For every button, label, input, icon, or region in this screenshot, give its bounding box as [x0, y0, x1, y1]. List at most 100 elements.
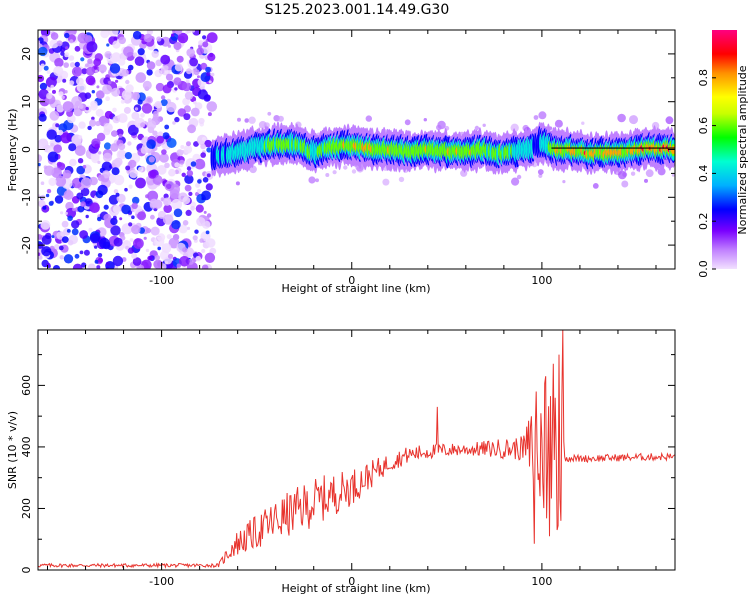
noise-blob: [38, 194, 41, 198]
snr-panel: -100 0 100 0 200 400 600 Height of straight li…: [6, 329, 676, 595]
y-tick-label: -20: [20, 236, 33, 254]
noise-blob: [186, 166, 192, 171]
noise-blob: [202, 177, 209, 183]
noise-blob: [118, 150, 126, 158]
noise-blob: [184, 174, 194, 184]
noise-blob: [189, 201, 196, 208]
noise-blob: [132, 257, 142, 266]
noise-blob: [57, 129, 64, 136]
halo-blob: [516, 174, 522, 180]
noise-blob: [104, 51, 112, 59]
noise-blob: [125, 84, 134, 93]
noise-blob: [131, 215, 135, 219]
noise-blob: [129, 169, 138, 179]
noise-blob: [201, 248, 206, 254]
colorbar-tick-label: 0.2: [697, 212, 710, 230]
noise-blob: [94, 143, 100, 150]
noise-blob: [111, 130, 118, 137]
noise-blob: [197, 179, 202, 184]
noise-blob: [58, 245, 64, 251]
noise-blob: [45, 76, 57, 88]
noise-blob: [62, 101, 74, 112]
noise-blob: [77, 32, 89, 44]
noise-blob: [150, 214, 155, 220]
halo-blob: [671, 173, 675, 177]
noise-blob: [51, 235, 55, 239]
halo-blob: [343, 165, 348, 170]
noise-blob: [98, 64, 107, 73]
halo-blob: [630, 171, 636, 176]
noise-blob: [143, 33, 153, 43]
noise-blob: [97, 174, 105, 182]
noise-blob: [187, 124, 197, 134]
noise-blob: [184, 184, 192, 192]
noise-blob: [167, 44, 171, 48]
noise-blob: [66, 229, 71, 233]
noise-blob: [131, 224, 141, 235]
noise-blob: [123, 46, 134, 57]
y-tick-label: 20: [20, 47, 33, 61]
noise-blob: [112, 215, 117, 220]
noise-blob: [53, 244, 60, 251]
noise-blob: [112, 107, 117, 113]
noise-blob: [137, 264, 145, 269]
noise-blob: [162, 84, 172, 94]
noise-blob: [96, 265, 101, 269]
noise-blob: [87, 58, 93, 64]
halo-blob: [460, 169, 468, 177]
noise-blob: [55, 175, 67, 187]
noise-blob: [85, 214, 89, 219]
noise-blob: [111, 167, 120, 176]
noise-blob: [131, 202, 138, 209]
noise-blob: [189, 57, 199, 67]
noise-blob: [148, 170, 157, 179]
noise-blob: [135, 72, 147, 83]
colorbar-tick-label: 0.6: [697, 117, 710, 135]
noise-blob: [114, 157, 123, 166]
noise-blob: [167, 253, 174, 259]
halo-blob: [592, 183, 599, 189]
noise-blob: [174, 30, 183, 35]
colorbar-ticks: 0.0 0.2 0.4 0.6 0.8: [697, 69, 716, 278]
noise-blob: [61, 220, 69, 228]
noise-blob: [52, 89, 56, 94]
noise-blob: [52, 265, 61, 269]
noise-blob: [102, 241, 111, 250]
noise-blob: [40, 63, 45, 68]
noise-blob: [46, 188, 52, 194]
noise-blob: [132, 30, 142, 40]
noise-blob: [64, 52, 70, 58]
noise-blob: [186, 226, 191, 230]
y-tick-label: 0: [20, 567, 33, 574]
noise-blob: [43, 165, 55, 176]
noise-blob: [105, 96, 110, 102]
noise-blob: [198, 40, 204, 46]
noise-blob: [176, 55, 184, 63]
halo-blob: [629, 115, 638, 125]
noise-blob: [175, 97, 179, 101]
noise-blob: [127, 124, 139, 136]
noise-blob: [122, 240, 132, 249]
noise-blob: [152, 130, 158, 136]
noise-blob: [135, 177, 146, 189]
noise-blob: [190, 161, 197, 167]
noise-blob: [124, 152, 132, 160]
noise-blob: [63, 62, 69, 68]
noise-blob: [163, 197, 172, 206]
halo-blob: [474, 125, 480, 131]
noise-blob: [87, 125, 92, 131]
noise-blob: [127, 64, 134, 71]
noise-blob: [185, 79, 190, 84]
noise-blob: [38, 255, 43, 260]
noise-blob: [77, 205, 85, 213]
y-tick-label: 200: [20, 498, 33, 519]
noise-blob: [67, 215, 73, 222]
noise-blob: [183, 145, 193, 154]
noise-blob: [95, 108, 104, 117]
noise-blob: [46, 262, 51, 268]
halo-blob: [235, 181, 240, 186]
noise-blob: [160, 54, 171, 65]
noise-blob: [154, 255, 160, 261]
noise-blob: [125, 165, 131, 171]
noise-blob: [85, 75, 96, 86]
